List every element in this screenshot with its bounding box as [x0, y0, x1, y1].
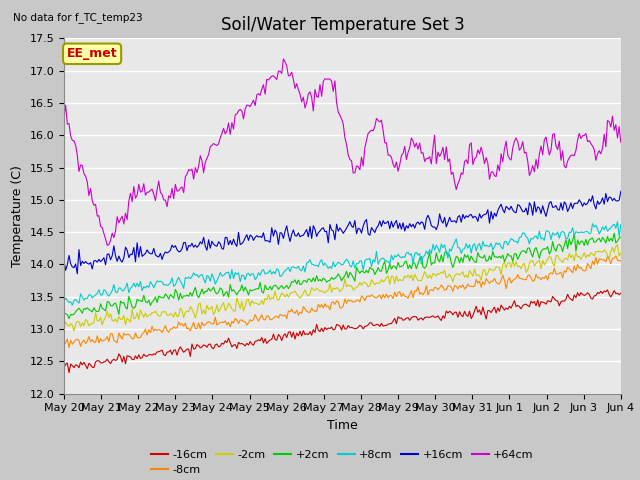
Title: Soil/Water Temperature Set 3: Soil/Water Temperature Set 3 — [221, 16, 464, 34]
Text: No data for f_TC_temp23: No data for f_TC_temp23 — [13, 12, 143, 23]
Y-axis label: Temperature (C): Temperature (C) — [11, 165, 24, 267]
Legend: -16cm, -8cm, -2cm, +2cm, +8cm, +16cm, +64cm: -16cm, -8cm, -2cm, +2cm, +8cm, +16cm, +6… — [147, 445, 538, 480]
Text: EE_met: EE_met — [67, 47, 117, 60]
X-axis label: Time: Time — [327, 419, 358, 432]
